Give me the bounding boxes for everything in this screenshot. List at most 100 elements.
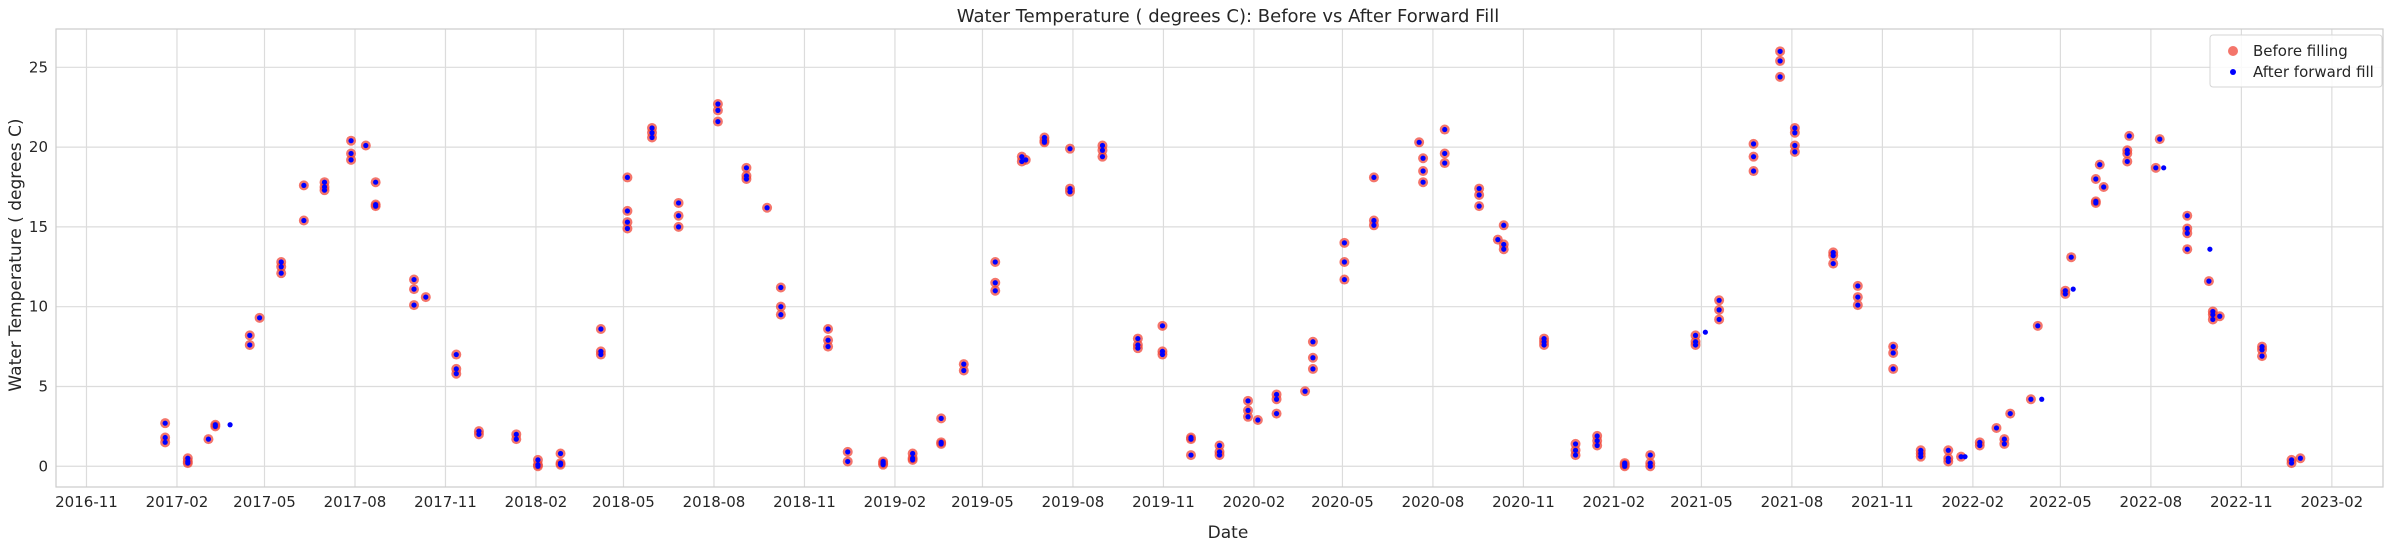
point-after-forward-fill xyxy=(1302,388,1308,394)
point-after-forward-fill xyxy=(715,107,721,113)
y-tick-label: 10 xyxy=(29,298,48,316)
point-after-forward-fill xyxy=(1777,58,1783,64)
point-after-forward-fill xyxy=(1255,417,1261,423)
point-after-forward-fill xyxy=(1855,302,1861,308)
point-after-forward-fill xyxy=(1310,366,1316,372)
point-after-forward-fill xyxy=(535,457,541,463)
point-after-forward-fill xyxy=(1476,185,1482,192)
x-tick-label: 2021-08 xyxy=(1761,493,1824,511)
point-after-forward-fill xyxy=(624,225,631,232)
point-after-forward-fill xyxy=(1594,433,1600,439)
point-after-forward-fill xyxy=(2259,347,2265,353)
x-tick-label: 2021-02 xyxy=(1583,493,1646,511)
point-after-forward-fill xyxy=(1442,126,1448,133)
point-after-forward-fill xyxy=(1273,396,1280,402)
point-after-forward-fill xyxy=(1541,342,1547,348)
x-tick-label: 2016-11 xyxy=(55,493,118,511)
point-after-forward-fill xyxy=(598,351,604,358)
point-after-forward-fill xyxy=(411,302,417,308)
point-after-forward-fill xyxy=(453,371,459,377)
point-after-forward-fill xyxy=(453,366,459,372)
point-after-forward-fill xyxy=(2184,225,2190,232)
point-after-forward-fill xyxy=(2070,286,2076,292)
point-after-forward-fill xyxy=(1099,154,1106,160)
y-tick-label: 20 xyxy=(29,138,48,156)
point-after-forward-fill xyxy=(476,431,482,437)
point-after-forward-fill xyxy=(1792,142,1798,149)
point-after-forward-fill xyxy=(2210,316,2216,323)
legend-label-after-forward-fill: After forward fill xyxy=(2253,63,2374,81)
point-after-forward-fill xyxy=(1958,454,1964,460)
point-after-forward-fill xyxy=(1188,436,1194,442)
point-after-forward-fill xyxy=(825,337,831,343)
point-after-forward-fill xyxy=(411,276,417,283)
point-after-forward-fill xyxy=(2001,441,2007,447)
point-after-forward-fill xyxy=(1890,366,1896,372)
point-after-forward-fill xyxy=(348,150,354,157)
point-after-forward-fill xyxy=(649,130,655,136)
point-after-forward-fill xyxy=(938,441,944,447)
point-after-forward-fill xyxy=(2259,353,2265,359)
point-after-forward-fill xyxy=(2126,133,2132,139)
point-after-forward-fill xyxy=(2062,291,2068,297)
point-after-forward-fill xyxy=(1159,351,1166,358)
legend-marker-after-forward-fill xyxy=(2230,69,2236,75)
point-after-forward-fill xyxy=(1993,425,2000,431)
x-tick-label: 2023-02 xyxy=(2301,493,2364,511)
x-tick-label: 2019-08 xyxy=(1042,493,1105,511)
point-after-forward-fill xyxy=(2217,313,2223,319)
point-after-forward-fill xyxy=(1420,168,1426,174)
point-after-forward-fill xyxy=(321,179,328,185)
y-tick-label: 0 xyxy=(38,457,48,475)
point-after-forward-fill xyxy=(845,458,851,465)
point-after-forward-fill xyxy=(423,294,429,300)
plot-frame xyxy=(55,28,2384,488)
point-after-forward-fill xyxy=(1341,259,1348,265)
point-after-forward-fill xyxy=(1716,297,1722,303)
point-after-forward-fill xyxy=(1416,139,1422,145)
point-after-forward-fill xyxy=(825,343,831,350)
point-after-forward-fill xyxy=(1830,260,1836,267)
point-after-forward-fill xyxy=(1777,48,1783,54)
point-after-forward-fill xyxy=(1572,441,1579,447)
point-after-forward-fill xyxy=(1135,335,1141,342)
point-after-forward-fill xyxy=(1890,350,1896,356)
chart-title: Water Temperature ( degrees C): Before v… xyxy=(957,6,1499,27)
point-after-forward-fill xyxy=(1702,329,1708,335)
point-after-forward-fill xyxy=(1890,343,1896,350)
point-after-forward-fill xyxy=(227,422,233,428)
point-after-forward-fill xyxy=(1945,458,1951,465)
point-after-forward-fill xyxy=(1371,222,1377,228)
x-tick-label: 2022-05 xyxy=(2029,493,2092,511)
point-after-forward-fill xyxy=(1855,283,1861,289)
point-after-forward-fill xyxy=(348,138,354,144)
x-tick-label: 2020-08 xyxy=(1402,493,1465,511)
y-tick-label: 5 xyxy=(38,377,48,395)
point-after-forward-fill xyxy=(1962,454,1968,460)
plot-area xyxy=(56,29,2383,487)
y-tick-label: 15 xyxy=(29,218,48,236)
x-tick-label: 2018-02 xyxy=(505,493,568,511)
point-after-forward-fill xyxy=(2028,396,2034,402)
x-tick-label: 2019-02 xyxy=(864,493,927,511)
point-after-forward-fill xyxy=(778,312,784,318)
point-after-forward-fill xyxy=(321,187,328,193)
point-after-forward-fill xyxy=(1273,391,1280,398)
grid xyxy=(56,29,2383,487)
point-after-forward-fill xyxy=(961,361,967,367)
point-after-forward-fill xyxy=(513,431,519,437)
point-after-forward-fill xyxy=(1188,452,1194,458)
point-after-forward-fill xyxy=(2097,162,2103,168)
point-after-forward-fill xyxy=(992,259,998,265)
point-after-forward-fill xyxy=(1572,447,1579,453)
point-after-forward-fill xyxy=(1716,316,1722,323)
x-tick-labels: 2016-11 2017-02 2017-05 2017-08 2017-11 2018-… xyxy=(55,493,2363,511)
point-after-forward-fill xyxy=(1019,154,1025,160)
point-after-forward-fill xyxy=(1750,168,1757,174)
point-after-forward-fill xyxy=(1501,241,1507,248)
point-after-forward-fill xyxy=(1041,139,1048,145)
point-after-forward-fill xyxy=(278,270,284,276)
point-after-forward-fill xyxy=(1341,276,1348,283)
x-tick-label: 2017-02 xyxy=(146,493,209,511)
